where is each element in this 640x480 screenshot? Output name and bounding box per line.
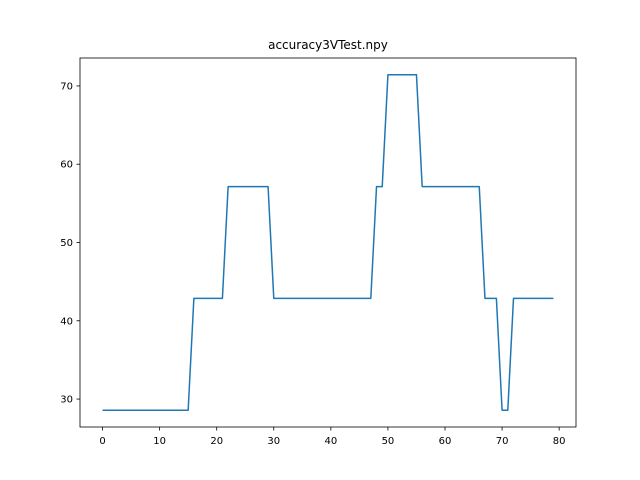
- x-axis: 0 10 20 30 40 50 60 70 80: [99, 427, 566, 447]
- x-tick-label: 80: [553, 436, 566, 447]
- y-tick-label: 30: [60, 395, 73, 406]
- y-tick-label: 60: [60, 160, 73, 171]
- plot-area: [102, 74, 554, 411]
- axes-frame: [79, 57, 577, 428]
- y-tick-label: 70: [60, 81, 73, 92]
- x-tick-label: 70: [496, 436, 509, 447]
- x-tick-label: 40: [324, 436, 337, 447]
- y-tick-label: 50: [60, 238, 73, 249]
- x-tick-label: 50: [382, 436, 395, 447]
- x-tick-label: 20: [210, 436, 223, 447]
- x-tick-label: 0: [99, 436, 105, 447]
- chart-title: accuracy3VTest.npy: [268, 38, 388, 52]
- y-axis: 30 40 50 60 70: [60, 81, 80, 406]
- x-tick-label: 10: [153, 436, 166, 447]
- x-tick-label: 30: [267, 436, 280, 447]
- y-tick-label: 40: [60, 316, 73, 327]
- x-tick-label: 60: [439, 436, 452, 447]
- series-line-0: [102, 74, 554, 411]
